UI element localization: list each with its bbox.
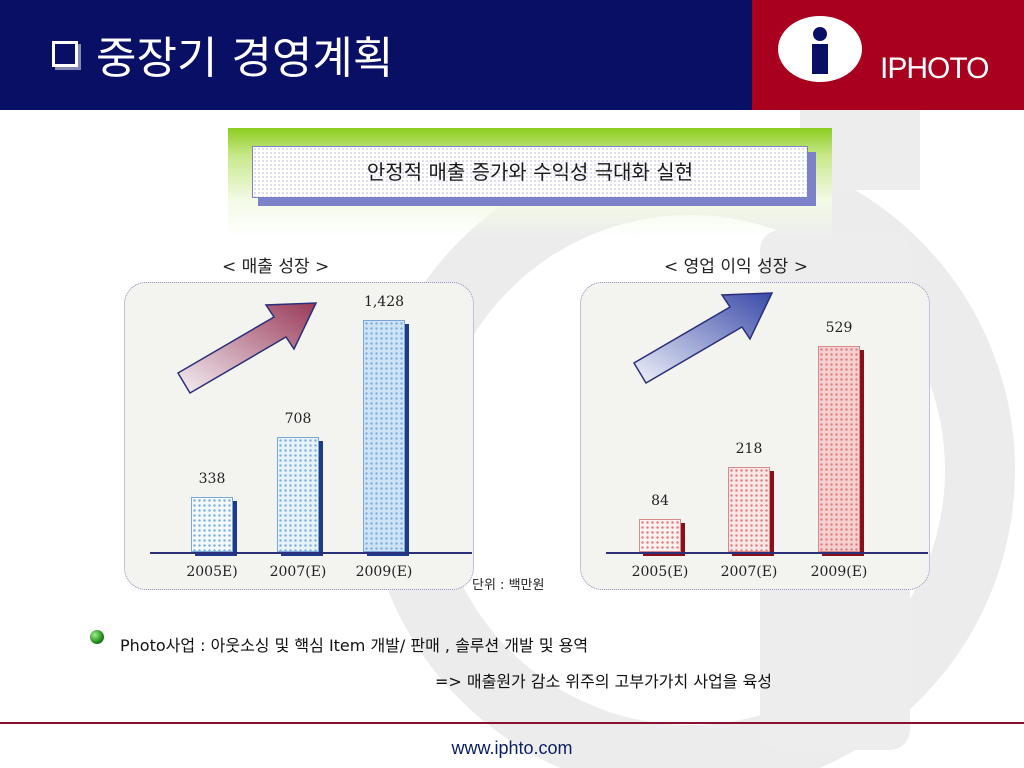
brand-logo-icon	[778, 16, 862, 82]
growth-arrow-icon	[632, 292, 774, 385]
sales-category-label: 2009(E)	[355, 564, 413, 580]
profit-category-label: 2005(E)	[631, 564, 689, 580]
sales-value-label: 708	[284, 411, 312, 427]
sales-chart-baseline	[150, 552, 472, 554]
profit-value-label: 529	[825, 320, 853, 336]
business-strategy: => 매출원가 감소 위주의 고부가가치 사업을 육성	[435, 672, 773, 691]
header-left-panel	[0, 0, 752, 110]
profit-chart-baseline	[606, 552, 928, 554]
page-title-text: 중장기 경영계획	[96, 33, 394, 84]
footer-divider	[0, 722, 1024, 724]
sales-value-label: 338	[198, 471, 226, 487]
unit-note: 단위 : 백만원	[472, 578, 545, 593]
profit-value-label: 84	[651, 493, 669, 509]
sales-category-label: 2007(E)	[269, 564, 327, 580]
business-description: Photo사업 : 아웃소싱 및 핵심 Item 개발/ 판매 , 솔루션 개발…	[120, 636, 589, 655]
profit-category-label: 2007(E)	[720, 564, 778, 580]
profit-bar	[728, 467, 770, 552]
growth-arrow-icon	[176, 302, 318, 395]
sales-bar	[277, 437, 319, 552]
sales-category-label: 2005E)	[186, 564, 238, 580]
profit-category-label: 2009(E)	[810, 564, 868, 580]
footer-url[interactable]: www.iphto.com	[451, 738, 573, 758]
sales-bar	[363, 320, 405, 552]
sales-value-label: 1,428	[363, 294, 405, 310]
page-title: 중장기 경영계획	[52, 22, 393, 86]
profit-bar	[639, 519, 681, 552]
sales-bar	[191, 497, 233, 552]
info-i-icon	[812, 27, 828, 74]
slogan-box: 안정적 매출 증가와 수익성 극대화 실현	[252, 146, 808, 198]
sales-chart-title: < 매출 성장 >	[222, 257, 330, 277]
profit-chart-title: < 영업 이익 성장 >	[664, 257, 808, 277]
header-bar: 중장기 경영계획 IPHOTO	[0, 0, 1024, 110]
profit-bar	[818, 346, 860, 552]
profit-value-label: 218	[735, 441, 763, 457]
green-bullet-icon	[90, 630, 104, 644]
brand-name: IPHOTO	[880, 52, 989, 85]
checkbox-bullet-icon	[52, 41, 78, 67]
